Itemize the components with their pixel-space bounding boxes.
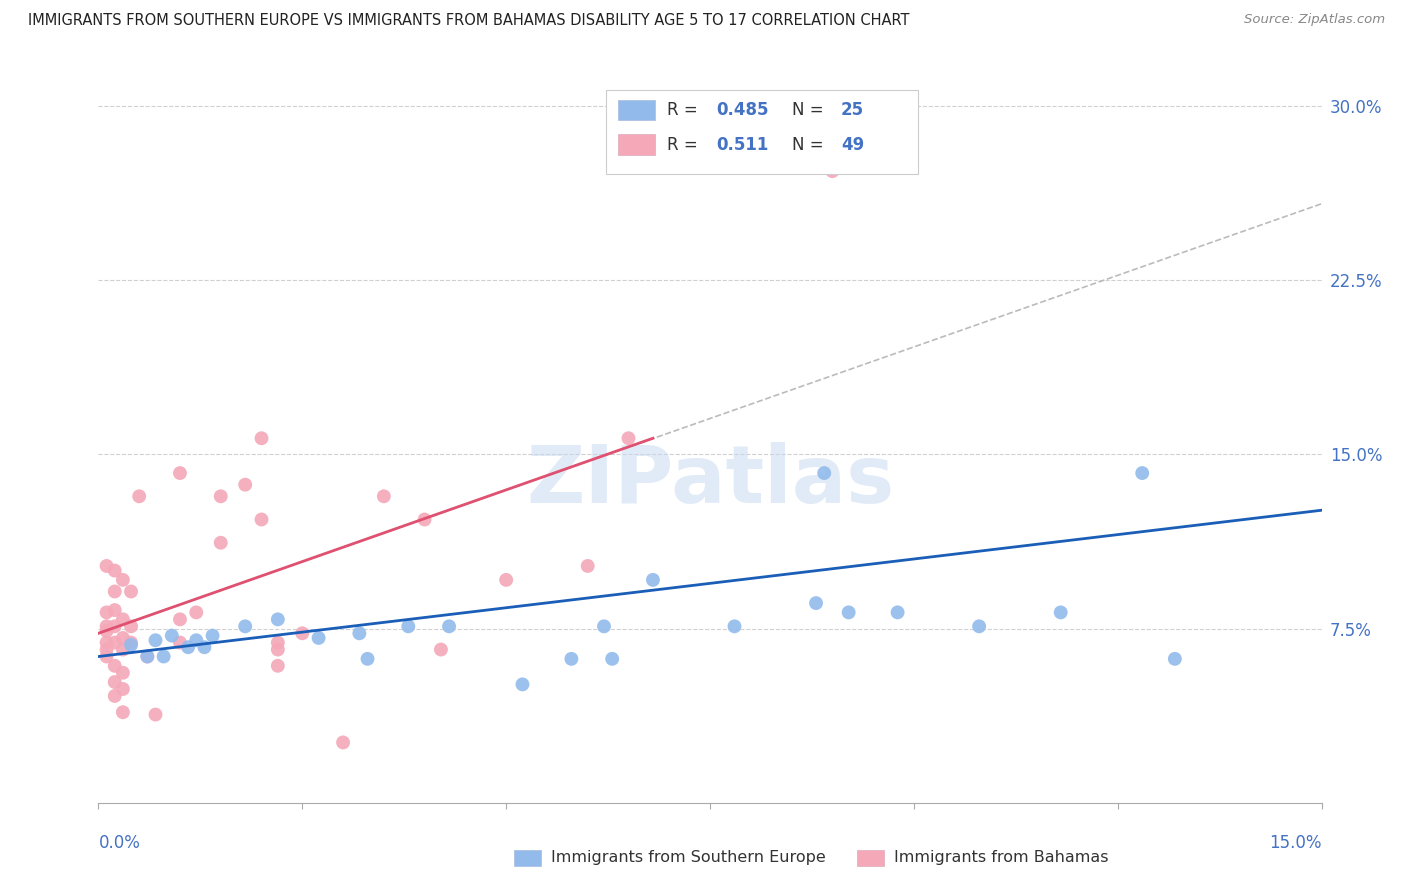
Text: ZIPatlas: ZIPatlas (526, 442, 894, 520)
Point (104, 689, 127, 703)
Point (186, 633, 208, 648)
Point (430, 642, 453, 657)
Point (250, 431, 273, 445)
Point (267, 612, 290, 626)
Point (308, 631, 330, 645)
Point (111, 681, 134, 696)
Point (104, 564, 127, 578)
Text: Immigrants from Bahamas: Immigrants from Bahamas (894, 850, 1108, 865)
Point (169, 466, 191, 480)
Point (641, 573, 664, 587)
Point (104, 658, 127, 673)
Point (356, 652, 378, 666)
Text: 49: 49 (841, 136, 865, 153)
Point (1130, 466, 1153, 480)
Point (96, 619, 118, 633)
Point (804, 596, 827, 610)
Point (373, 489, 395, 503)
Point (576, 558, 599, 573)
Point (104, 603, 127, 617)
Point (512, 677, 534, 691)
Point (152, 649, 174, 664)
Point (1164, 652, 1187, 666)
Point (437, 619, 460, 633)
Text: 15.0%: 15.0% (1270, 834, 1322, 852)
Point (96, 635, 118, 649)
Point (600, 652, 623, 666)
Point (111, 705, 134, 719)
Point (495, 573, 517, 587)
FancyBboxPatch shape (515, 849, 541, 866)
Point (201, 629, 224, 643)
Point (136, 649, 159, 664)
Point (967, 619, 990, 633)
Point (332, 735, 354, 749)
Text: R =: R = (668, 101, 703, 120)
Text: 0.485: 0.485 (716, 101, 769, 120)
Text: 0.511: 0.511 (716, 136, 769, 153)
Point (723, 619, 745, 633)
Point (96, 642, 118, 657)
Text: N =: N = (792, 101, 830, 120)
Text: N =: N = (792, 136, 830, 153)
FancyBboxPatch shape (619, 100, 655, 120)
Point (267, 658, 290, 673)
Point (136, 649, 159, 664)
Point (291, 626, 314, 640)
Point (111, 612, 134, 626)
Point (96, 624, 118, 638)
Point (193, 640, 215, 655)
Text: 25: 25 (841, 101, 865, 120)
Point (120, 638, 142, 652)
Point (96, 649, 118, 664)
Point (186, 606, 208, 620)
Point (838, 606, 860, 620)
Point (821, 164, 844, 178)
Point (111, 573, 134, 587)
Point (111, 642, 134, 657)
FancyBboxPatch shape (856, 849, 884, 866)
Point (169, 635, 191, 649)
Point (128, 489, 150, 503)
Text: Source: ZipAtlas.com: Source: ZipAtlas.com (1244, 13, 1385, 27)
Text: R =: R = (668, 136, 709, 153)
Point (1049, 606, 1071, 620)
Point (120, 584, 142, 599)
Point (349, 626, 371, 640)
Point (233, 619, 256, 633)
Point (120, 635, 142, 649)
Point (267, 635, 290, 649)
Point (617, 431, 640, 445)
Point (177, 640, 200, 655)
Point (120, 619, 142, 633)
Point (413, 512, 436, 526)
Point (233, 477, 256, 491)
Point (250, 512, 273, 526)
Point (104, 619, 127, 633)
Point (145, 633, 167, 648)
Point (104, 584, 127, 599)
Point (104, 635, 127, 649)
Point (96, 606, 118, 620)
Point (104, 675, 127, 690)
Point (111, 665, 134, 680)
Point (169, 612, 191, 626)
Point (396, 619, 419, 633)
Point (560, 652, 582, 666)
Point (593, 619, 616, 633)
Point (813, 466, 835, 480)
Point (145, 707, 167, 722)
Point (160, 629, 183, 643)
Text: 0.0%: 0.0% (98, 834, 141, 852)
Point (209, 489, 232, 503)
Point (886, 606, 908, 620)
FancyBboxPatch shape (606, 90, 918, 174)
FancyBboxPatch shape (619, 135, 655, 154)
Point (111, 631, 134, 645)
Point (96, 558, 118, 573)
Text: IMMIGRANTS FROM SOUTHERN EUROPE VS IMMIGRANTS FROM BAHAMAS DISABILITY AGE 5 TO 1: IMMIGRANTS FROM SOUTHERN EUROPE VS IMMIG… (28, 13, 910, 29)
Point (209, 535, 232, 549)
Point (267, 642, 290, 657)
Text: Immigrants from Southern Europe: Immigrants from Southern Europe (551, 850, 825, 865)
